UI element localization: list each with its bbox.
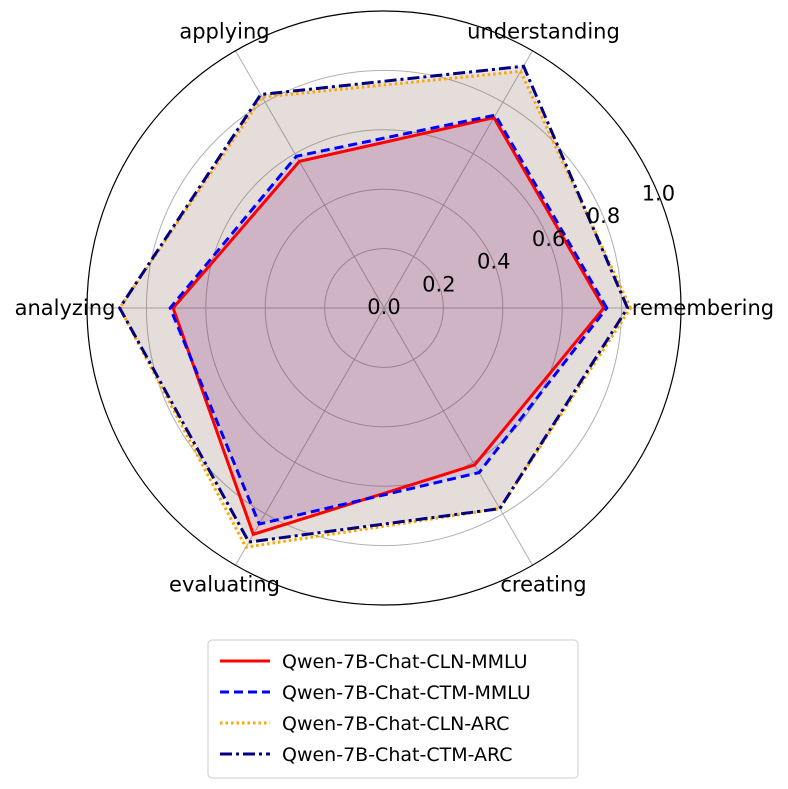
category-label-understanding: understanding [467,20,620,44]
radial-tick-label: 1.0 [642,181,675,205]
legend-label-1: Qwen-7B-Chat-CLN-MMLU [282,651,528,673]
legend-label-3: Qwen-7B-Chat-CLN-ARC [282,713,509,735]
radial-tick-label: 0.6 [532,227,565,251]
series-fill-1 [173,117,604,535]
outer-frame [86,10,682,606]
series-line-4 [117,64,630,544]
grid-spoke [383,50,533,309]
category-label-applying: applying [179,20,269,44]
grid-spoke [383,307,533,566]
series-line-3 [117,69,633,549]
series-fills [119,66,631,548]
radial-tick-label: 0.4 [477,250,510,274]
legend: Qwen-7B-Chat-CLN-MMLU Qwen-7B-Chat-CTM-MM… [207,639,579,779]
series-fill-3 [119,71,631,548]
category-label-remembering: remembering [632,296,774,320]
series-line-1 [171,115,606,537]
legend-label-4: Qwen-7B-Chat-CTM-ARC [282,744,513,766]
series-line-2 [168,113,609,526]
category-label-creating: creating [500,572,586,596]
series-fill-2 [170,115,607,525]
legend-frame [207,639,579,779]
radial-tick-label: 0.0 [367,295,400,319]
grid-spoke [235,50,385,309]
series-lines [117,64,633,549]
category-label-analyzing: analyzing [15,296,116,320]
radial-tick-label: 0.2 [422,272,455,296]
series-fill-4 [119,66,628,543]
legend-label-2: Qwen-7B-Chat-CTM-MMLU [282,682,531,704]
radial-tick-label: 0.8 [587,204,620,228]
radial-tick-labels: 0.0 0.2 0.4 0.6 0.8 1.0 [367,181,675,319]
category-label-evaluating: evaluating [169,572,280,596]
category-labels: remembering understanding applying analyzin… [15,20,775,597]
